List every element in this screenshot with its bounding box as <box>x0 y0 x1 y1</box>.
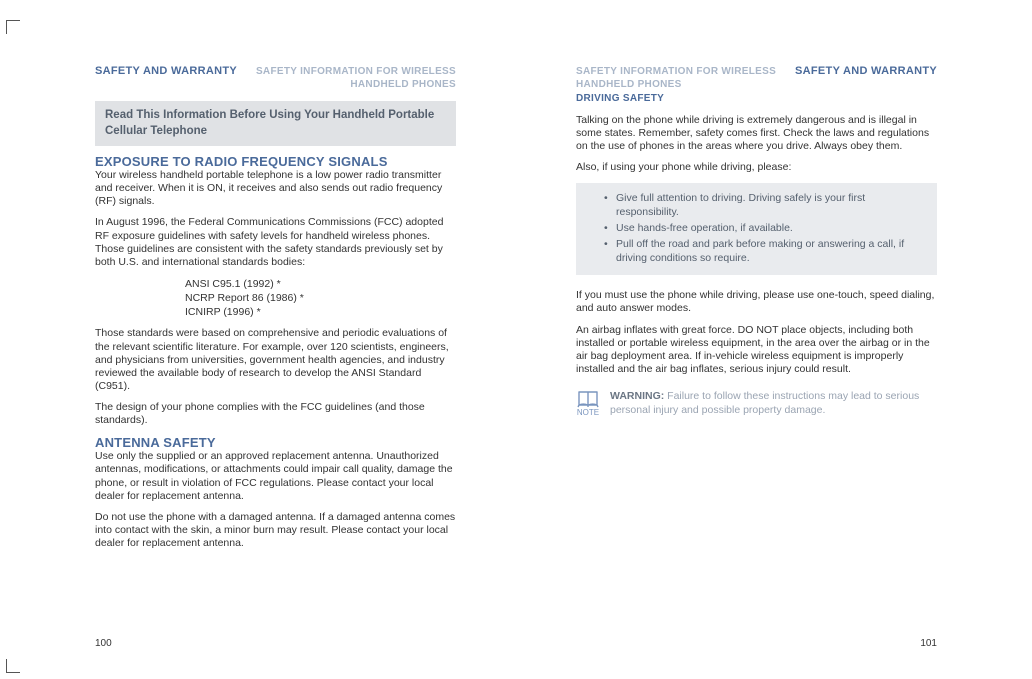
header-secondary-right: SAFETY INFORMATION FOR WIRELESS HANDHELD… <box>576 65 776 104</box>
std-icnirp: ICNIRP (1996) * <box>185 305 456 319</box>
warning-note: NOTE WARNING: Failure to follow these in… <box>576 390 937 417</box>
antenna-p2: Do not use the phone with a damaged ante… <box>95 511 456 550</box>
driving-p3: If you must use the phone while driving,… <box>576 289 937 315</box>
std-ncrp: NCRP Report 86 (1986) * <box>185 291 456 305</box>
page-spread: SAFETY AND WARRANTY SAFETY INFORMATION F… <box>20 35 1012 659</box>
driving-p1: Talking on the phone while driving is ex… <box>576 114 937 153</box>
header-secondary-left: SAFETY INFORMATION FOR WIRELESS HANDHELD… <box>256 65 456 91</box>
note-label: NOTE <box>576 409 600 417</box>
page-number-left: 100 <box>95 638 112 649</box>
page-right: SAFETY INFORMATION FOR WIRELESS HANDHELD… <box>546 35 1012 659</box>
intro-callout: Read This Information Before Using Your … <box>95 101 456 146</box>
warning-label: WARNING: <box>610 390 664 402</box>
standards-list: ANSI C95.1 (1992) * NCRP Report 86 (1986… <box>95 277 456 320</box>
crop-mark-tl <box>6 20 20 34</box>
driving-p4: An airbag inflates with great force. DO … <box>576 324 937 377</box>
header-row-right: SAFETY INFORMATION FOR WIRELESS HANDHELD… <box>576 65 937 104</box>
rf-p1: Your wireless handheld portable telephon… <box>95 169 456 208</box>
header-primary-left: SAFETY AND WARRANTY <box>95 65 237 77</box>
driving-p2: Also, if using your phone while driving,… <box>576 161 937 174</box>
crop-mark-bl <box>6 659 20 673</box>
header-row-left: SAFETY AND WARRANTY SAFETY INFORMATION F… <box>95 65 456 91</box>
header-primary-right: SAFETY AND WARRANTY <box>795 65 937 77</box>
page-left: SAFETY AND WARRANTY SAFETY INFORMATION F… <box>20 35 486 659</box>
header-sec-l2: HANDHELD PHONES <box>350 79 456 90</box>
header-sec-r1: SAFETY INFORMATION FOR WIRELESS <box>576 66 776 77</box>
rf-p4: The design of your phone complies with t… <box>95 401 456 427</box>
driving-bullets: Give full attention to driving. Driving … <box>576 183 937 276</box>
header-sec-r2: HANDHELD PHONES <box>576 79 682 90</box>
header-sub-driving: DRIVING SAFETY <box>576 93 776 104</box>
bullet-attention: Give full attention to driving. Driving … <box>604 191 925 219</box>
bullet-handsfree: Use hands-free operation, if available. <box>604 221 925 235</box>
rf-p2: In August 1996, the Federal Communicatio… <box>95 216 456 269</box>
rf-p3: Those standards were based on comprehens… <box>95 327 456 393</box>
std-ansi: ANSI C95.1 (1992) * <box>185 277 456 291</box>
bullet-pulloff: Pull off the road and park before making… <box>604 237 925 265</box>
note-icon: NOTE <box>576 390 600 417</box>
section-rf-title: EXPOSURE TO RADIO FREQUENCY SIGNALS <box>95 154 456 169</box>
warning-text: WARNING: Failure to follow these instruc… <box>610 390 937 417</box>
header-sec-l1: SAFETY INFORMATION FOR WIRELESS <box>256 66 456 77</box>
section-antenna-title: ANTENNA SAFETY <box>95 435 456 450</box>
antenna-p1: Use only the supplied or an approved rep… <box>95 450 456 503</box>
page-number-right: 101 <box>920 638 937 649</box>
